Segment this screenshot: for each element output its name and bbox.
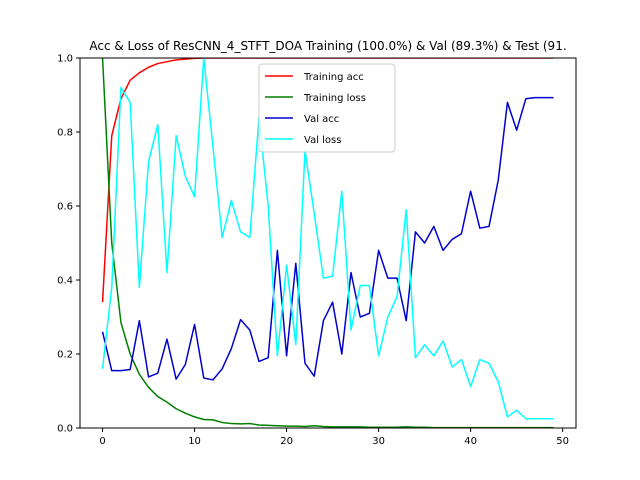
- legend-label: Training loss: [303, 93, 366, 104]
- x-tick-label: 40: [464, 436, 477, 447]
- chart-title: Acc & Loss of ResCNN_4_STFT_DOA Training…: [89, 39, 566, 53]
- y-tick-label: 1.0: [57, 54, 73, 65]
- x-tick-label: 0: [99, 436, 105, 447]
- x-tick-label: 50: [556, 436, 569, 447]
- x-tick-label: 10: [188, 436, 201, 447]
- x-tick-label: 30: [372, 436, 385, 447]
- series-line-training-acc: [101, 58, 554, 303]
- y-tick-label: 0.2: [57, 350, 73, 361]
- legend-label: Training acc: [303, 72, 364, 83]
- legend-label: Val acc: [304, 114, 339, 125]
- y-tick-label: 0.6: [57, 202, 73, 213]
- plot-frame: [79, 57, 577, 429]
- x-axis: 0 10 20 30 40 50: [99, 428, 569, 447]
- y-tick-label: 0.8: [57, 128, 73, 139]
- y-tick-label: 0.4: [57, 276, 73, 287]
- legend: Training acc Training loss Val acc Val loss: [258, 63, 396, 153]
- legend-box: [258, 63, 396, 153]
- series-line-val-loss: [101, 58, 554, 420]
- y-tick-label: 0.0: [57, 424, 73, 435]
- x-tick-label: 20: [280, 436, 293, 447]
- y-axis: 0.0 0.2 0.4 0.6 0.8 1.0: [57, 54, 80, 435]
- legend-label: Val loss: [304, 135, 341, 146]
- series-line-val-acc: [101, 96, 554, 381]
